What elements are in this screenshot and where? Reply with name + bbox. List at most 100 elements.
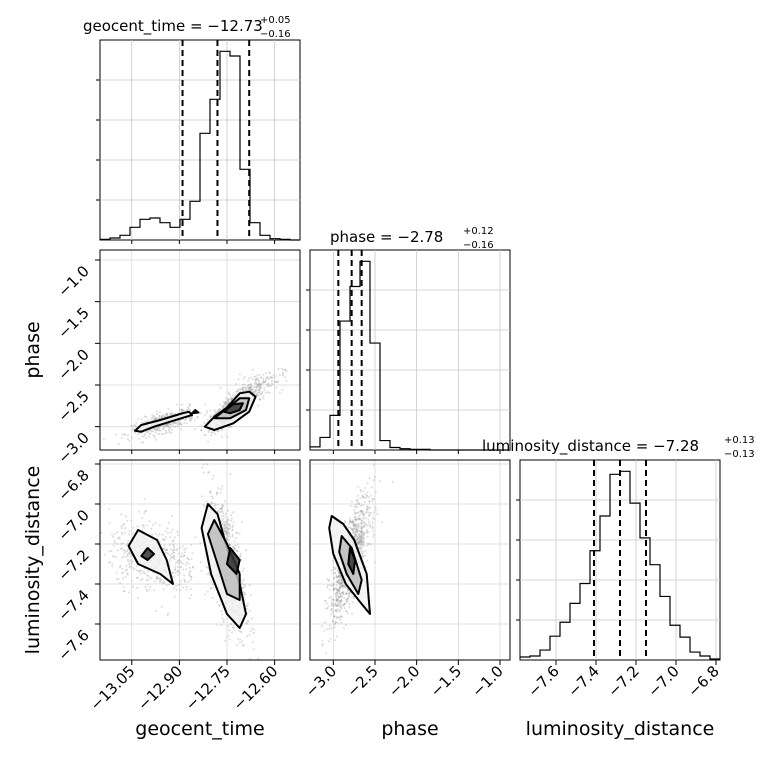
panel-luminosity-distance-vs-geocent-time-point [158,577,161,580]
panel-luminosity-distance-vs-geocent-time-point [126,553,129,556]
panel-luminosity-distance-vs-phase-point [335,635,338,638]
panel-luminosity-distance-vs-geocent-time-point [139,569,142,572]
panel-luminosity-distance-vs-phase-point [359,537,362,540]
panel-phase-vs-geocent-time-point [278,391,281,394]
panel-luminosity-distance-vs-phase-point [366,482,369,485]
panel-luminosity-distance-vs-geocent-time-point [225,538,228,541]
panel-luminosity-distance-vs-geocent-time-point [124,515,127,518]
panel-phase-vs-geocent-time-point [267,377,270,380]
panel-luminosity-distance-vs-phase-point [358,535,361,538]
panel-luminosity-distance-vs-geocent-time-point [211,597,214,600]
panel-luminosity-distance-vs-phase-point [338,596,341,599]
panel-phase-vs-geocent-time-point [237,388,240,391]
panel-luminosity-distance-vs-phase-point [362,543,365,546]
panel-phase-vs-geocent-time-point [265,383,268,386]
panel-luminosity-distance-vs-phase-point [340,598,343,601]
panel-phase-vs-geocent-time-point [160,415,163,418]
panel-luminosity-distance-vs-geocent-time-point [151,533,154,536]
panel-luminosity-distance-vs-geocent-time-point [250,627,253,630]
panel-luminosity-distance-vs-geocent-time-point [119,566,121,569]
panel-phase-vs-geocent-time-point [258,388,261,391]
panel-phase-vs-geocent-time-point [193,428,196,431]
panel-luminosity-distance-vs-phase-point [365,511,368,513]
panel-luminosity-distance-vs-phase-point [362,535,365,538]
panel-luminosity-distance-vs-geocent-time-point [221,617,224,620]
panel-luminosity-distance-vs-geocent-time-point [221,523,224,526]
panel-luminosity-distance-vs-geocent-time-point [190,558,193,561]
panel-luminosity-distance-vs-phase-point [362,538,365,541]
panel-luminosity-distance-vs-phase-point [348,605,351,608]
panel-luminosity-distance-vs-geocent-time-point [172,554,175,557]
panel-phase-vs-geocent-time-point [270,382,273,385]
panel-luminosity-distance-vs-phase-point [344,585,347,588]
panel-luminosity-distance-vs-phase-point [362,540,365,543]
panel-luminosity-distance-vs-phase-point [360,552,363,555]
panel-luminosity-distance-vs-phase-point [362,513,365,516]
panel-luminosity-distance-vs-geocent-time-point [233,547,236,550]
panel-luminosity-distance-vs-geocent-time-point [137,597,140,600]
panel-luminosity-distance-vs-phase-point [343,607,346,610]
panel-luminosity-distance-vs-phase-point [357,537,359,540]
panel-luminosity-distance-vs-phase-point [333,586,336,589]
panel-luminosity-distance-vs-phase-point [363,500,366,503]
panel-luminosity-distance-vs-phase-point [367,523,370,526]
panel-luminosity-distance-vs-geocent-time-point [209,502,212,505]
panel-luminosity-distance-vs-phase-point [339,600,342,603]
panel-luminosity-distance-vs-geocent-time-point [165,548,168,551]
panel-luminosity-distance-vs-phase-point [364,549,366,552]
panel-luminosity-distance-vs-geocent-time-point [128,563,131,566]
panel-phase-vs-geocent-time-point [259,383,262,386]
panel-phase-vs-geocent-time-point [145,415,148,418]
panel-luminosity-distance-vs-geocent-time-point [223,526,226,529]
panel-phase-vs-geocent-time-point [191,416,194,419]
panel-luminosity-distance-vs-phase-point [349,520,352,523]
panel-luminosity-distance-vs-phase-point [359,535,362,538]
panel-luminosity-distance-vs-phase-point [339,587,341,590]
panel-luminosity-distance-vs-geocent-time-point [231,529,234,531]
panel-phase-vs-geocent-time-point [242,386,245,389]
panel-luminosity-distance-vs-phase-point [337,604,340,607]
panel-luminosity-distance-vs-phase-point [340,594,343,597]
panel-luminosity-distance-vs-geocent-time-point [123,549,125,552]
panel-luminosity-distance-vs-phase-point [338,589,341,592]
panel-phase-vs-geocent-time-point [275,381,278,383]
panel-luminosity-distance-vs-phase-point [346,598,348,601]
panel-luminosity-distance-vs-phase-point [333,588,336,591]
panel-phase-vs-geocent-time-contour-3 [222,402,244,415]
panel-phase-vs-geocent-time-point [262,373,265,376]
panel-luminosity-distance-vs-geocent-time-point [243,591,246,594]
panel-luminosity-distance-vs-phase-point [345,592,348,595]
panel-luminosity-distance-vs-geocent-time-point [113,533,116,536]
panel-luminosity-distance-vs-geocent-time-point [227,527,230,530]
panel-luminosity-distance-vs-phase-point [336,576,338,579]
panel-luminosity-distance-vs-geocent-time-point [180,566,183,569]
panel-luminosity-distance-vs-phase-point [329,584,332,586]
panel-luminosity-distance-vs-phase-point [356,528,359,531]
panel-phase-vs-geocent-time-point [157,416,160,419]
panel-luminosity-distance-vs-geocent-time-point [145,510,148,512]
panel-phase-vs-geocent-time-point [255,382,257,385]
panel-phase-vs-geocent-time-point [134,431,136,434]
panel-luminosity-distance-vs-geocent-time-point [190,578,192,581]
panel-luminosity-distance-vs-phase-point [337,594,340,597]
panel-phase-vs-geocent-time-point [252,378,255,381]
panel-phase-vs-geocent-time-point [220,429,223,432]
panel-phase-vs-geocent-time-point [152,415,155,418]
panel-luminosity-distance-vs-phase-point [339,582,342,585]
panel-luminosity-distance-vs-geocent-time-point [228,539,230,542]
panel-luminosity-distance-vs-geocent-time-point [120,547,123,550]
panel-luminosity-distance-vs-geocent-time-point [176,561,179,564]
panel-phase-vs-geocent-time-point [237,378,240,381]
panel-luminosity-distance-vs-geocent-time-point [238,641,241,644]
panel-luminosity-distance-vs-phase-point [354,524,357,527]
panel-luminosity-distance-vs-geocent-time-point [187,562,190,565]
panel-phase-vs-geocent-time-point [260,382,263,385]
panel-luminosity-distance-vs-phase-point [360,547,363,550]
panel-luminosity-distance-vs-phase-point [333,577,336,580]
panel-phase-vs-geocent-time-point [281,374,284,377]
panel-luminosity-distance-vs-phase-point [330,604,333,607]
panel-luminosity-distance-vs-geocent-time-point [148,589,151,592]
panel-luminosity-distance-vs-geocent-time-point [177,584,180,587]
panel-luminosity-distance-vs-geocent-time-point [217,510,220,512]
panel-luminosity-distance-vs-phase-point [341,596,344,599]
